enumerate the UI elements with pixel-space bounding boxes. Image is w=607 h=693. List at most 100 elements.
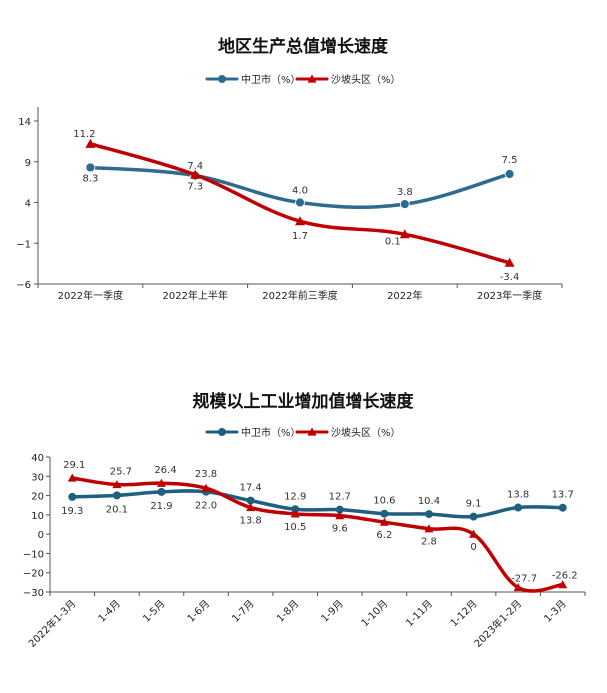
gdp-growth-chart: 地区生产总值增长速度 中卫市（%） 沙坡头区（%） 14 9 4 −1 −6 2022年一季…	[16, 36, 563, 302]
data-label: 9.1	[466, 499, 482, 510]
data-point	[201, 483, 211, 492]
data-point	[380, 509, 389, 518]
data-label: 10.4	[418, 496, 440, 507]
series-line	[70, 489, 565, 519]
data-point	[513, 583, 523, 592]
data-label: 21.9	[150, 501, 172, 512]
data-label: 12.9	[284, 491, 306, 502]
data-label: 9.6	[332, 524, 348, 535]
data-point	[246, 503, 256, 512]
y-tick-label: 14	[18, 117, 31, 128]
x-tick-label: 2022年上半年	[162, 289, 227, 302]
legend-marker	[307, 427, 317, 436]
y-tick-label: 0	[38, 530, 44, 541]
x-tick-label: 2022年1-3月	[26, 597, 79, 650]
data-label: 0.1	[385, 236, 401, 247]
data-point	[67, 473, 77, 482]
data-label: 23.8	[195, 469, 217, 480]
x-tick-label: 1-8月	[274, 598, 301, 625]
data-point	[85, 138, 96, 148]
data-label: 13.8	[507, 490, 529, 501]
legend-marker	[218, 75, 226, 83]
data-point	[335, 511, 345, 520]
data-label: 13.8	[239, 516, 261, 527]
data-point	[246, 496, 255, 505]
data-label: 8.3	[82, 173, 98, 184]
x-tick-label: 1-11月	[403, 598, 435, 630]
industrial-growth-chart: 规模以上工业增加值增长速度 中卫市（%） 沙坡头区（%） 40 30 20 10 0 −10…	[23, 391, 586, 650]
x-tick-label: 2023年一季度	[477, 289, 542, 302]
data-point	[558, 503, 567, 512]
x-tick-label: 1-12月	[448, 598, 480, 630]
x-tick-label: 1-4月	[96, 598, 123, 625]
data-label: 12.7	[329, 492, 351, 503]
x-tick-label: 2022年	[387, 289, 422, 302]
data-label: 29.1	[63, 460, 85, 471]
data-label: 7.4	[187, 161, 203, 172]
data-point	[335, 505, 344, 514]
x-tick-label: 1-3月	[542, 598, 569, 625]
data-label: 17.4	[239, 483, 261, 494]
y-tick-label: 40	[31, 453, 44, 464]
y-tick-label: −6	[16, 280, 31, 291]
data-point	[290, 509, 300, 518]
data-point	[190, 169, 201, 179]
data-label: 10.6	[373, 496, 395, 507]
legend-marker	[218, 428, 226, 436]
data-label: 4.0	[292, 186, 308, 197]
data-point	[558, 580, 568, 589]
x-tick-label: 1-9月	[319, 598, 346, 625]
chart-title: 规模以上工业增加值增长速度	[193, 391, 415, 412]
plot-area: 14 9 4 −1 −6 2022年一季度 2022年上半年 2022年前三季度 2022年 20…	[16, 107, 563, 302]
x-tick-label: 2022年前三季度	[262, 289, 337, 302]
legend-marker	[307, 74, 317, 83]
data-label: 22.0	[195, 501, 217, 512]
data-point	[85, 162, 96, 173]
legend: 中卫市（%） 沙坡头区（%）	[205, 73, 401, 86]
data-point	[424, 510, 433, 519]
y-tick-label: −20	[23, 569, 44, 580]
y-tick-label: 20	[31, 492, 44, 503]
data-point	[469, 529, 479, 538]
data-label: 6.2	[376, 530, 392, 541]
data-point	[514, 503, 523, 512]
data-label: 7.3	[187, 182, 203, 193]
data-label: 7.5	[502, 155, 518, 166]
data-point	[399, 229, 410, 239]
data-point	[469, 512, 478, 521]
data-point	[424, 524, 434, 533]
data-point	[379, 517, 389, 526]
y-tick-label: −10	[23, 549, 44, 560]
y-tick-label: 9	[25, 158, 31, 169]
legend: 中卫市（%） 沙坡头区（%）	[205, 426, 401, 439]
y-tick-label: 4	[25, 199, 31, 210]
data-label: 1.7	[292, 231, 308, 242]
data-point	[399, 199, 410, 210]
data-label: -27.7	[511, 574, 537, 585]
data-point	[295, 197, 305, 208]
x-tick-label: 1-6月	[185, 598, 212, 625]
y-tick-label: 10	[31, 511, 44, 522]
x-tick-label: 1-10月	[359, 598, 391, 630]
data-point	[295, 216, 305, 226]
data-point	[68, 492, 77, 501]
data-point	[112, 491, 121, 500]
x-tick-label: 2023年1-2月	[471, 597, 524, 650]
data-label: 3.8	[397, 187, 413, 198]
legend-label: 沙坡头区（%）	[331, 426, 401, 439]
data-label: -3.4	[500, 272, 520, 283]
data-point	[291, 505, 300, 514]
data-label: 26.4	[154, 465, 176, 476]
data-label: 20.1	[106, 504, 128, 515]
x-tick-label: 1-5月	[140, 598, 167, 625]
data-point	[504, 169, 515, 179]
data-label: 2.8	[421, 537, 437, 548]
data-point	[504, 257, 515, 267]
legend-label: 中卫市（%）	[241, 73, 301, 86]
x-tick-label: 2022年一季度	[58, 289, 123, 302]
data-label: 11.2	[73, 129, 95, 140]
data-label: -26.2	[552, 571, 578, 582]
legend-label: 沙坡头区（%）	[331, 73, 401, 86]
